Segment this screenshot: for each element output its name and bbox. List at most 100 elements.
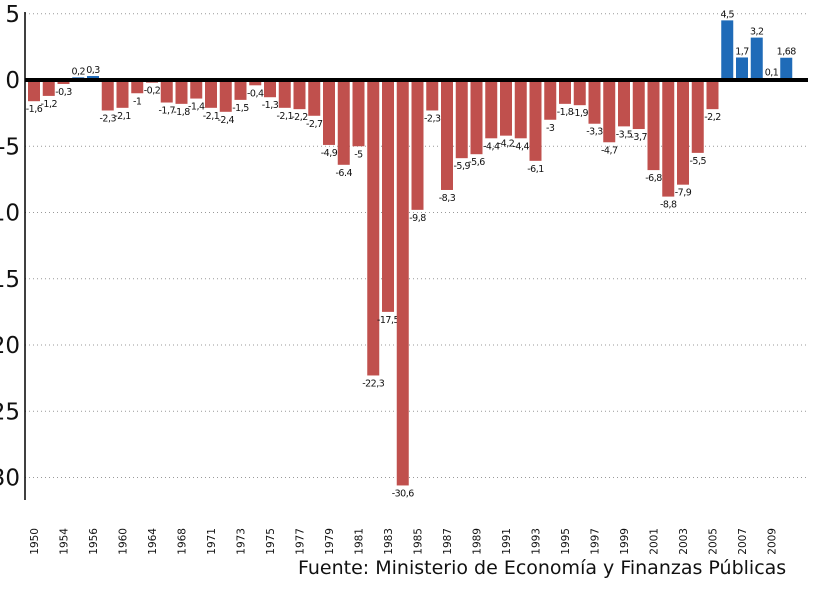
x-tick-label: 1971 (206, 528, 218, 555)
x-tick-label: 1968 (177, 528, 189, 555)
bar (603, 80, 616, 143)
bar (455, 80, 468, 159)
x-tick-label: 1956 (88, 528, 100, 555)
bar (750, 37, 763, 80)
data-label: -30,6 (392, 488, 415, 499)
x-tick-label: 1985 (413, 528, 425, 555)
data-label: -1,6 (26, 104, 43, 115)
x-tick-label: 2003 (678, 528, 690, 555)
bar (101, 80, 114, 111)
y-tick-label: -30 (0, 466, 20, 492)
x-tick-label: 2007 (737, 528, 749, 555)
bar (677, 80, 689, 185)
data-label: -3,5 (616, 129, 633, 140)
data-label: -5,5 (689, 156, 706, 167)
y-tick-label: 0 (5, 68, 20, 94)
x-tick-label: 1964 (147, 528, 159, 555)
bar (352, 80, 365, 147)
bar (411, 80, 424, 210)
bar (559, 80, 571, 104)
x-tick-label: 1993 (531, 528, 543, 555)
data-label: -2,2 (291, 112, 308, 123)
bar (42, 80, 55, 96)
bar (382, 80, 394, 312)
bar (308, 80, 321, 116)
data-label: -2,4 (217, 115, 234, 126)
bar (706, 80, 719, 110)
x-tick-label: 2005 (708, 528, 720, 555)
data-label: -8,8 (660, 200, 677, 211)
data-label: -1,9 (571, 108, 588, 119)
data-label: -3,3 (586, 127, 603, 138)
x-tick-label: 1975 (265, 528, 277, 555)
data-label: -2,1 (203, 111, 220, 122)
data-label: -0,4 (247, 88, 264, 99)
data-label: -1,3 (262, 100, 279, 111)
bar (426, 80, 439, 111)
y-tick-label: 5 (5, 2, 20, 28)
data-label: -0,2 (144, 86, 161, 97)
x-tick-label: 1991 (501, 528, 513, 555)
data-label: 0,1 (765, 68, 779, 79)
x-tick-label: 1973 (236, 528, 248, 555)
bar (529, 80, 542, 161)
bar (249, 80, 262, 86)
y-tick-label: -5 (0, 134, 20, 160)
data-label: -5,6 (468, 157, 485, 168)
data-label: -6,1 (527, 164, 544, 175)
data-label: -8,3 (439, 193, 456, 204)
bar (205, 80, 217, 108)
data-label: 4,5 (720, 9, 734, 20)
x-tick-label: 1981 (354, 528, 366, 555)
bar (323, 80, 335, 145)
data-label: -2,3 (99, 113, 116, 124)
data-label: -1,4 (188, 102, 205, 113)
x-tick-label: 1983 (383, 528, 395, 555)
bar (367, 80, 380, 376)
x-tick-label: 1950 (29, 528, 41, 555)
y-tick-label: -20 (0, 333, 20, 359)
data-label: 1,7 (735, 46, 749, 57)
data-label: -7,9 (675, 188, 692, 199)
bar (544, 80, 557, 120)
data-label: 1,68 (777, 47, 797, 58)
bar (278, 80, 291, 108)
x-tick-label: 1999 (619, 528, 631, 555)
x-tick-label: 2009 (767, 528, 779, 555)
data-label: -6,8 (645, 173, 662, 184)
bar (485, 80, 498, 139)
bar (160, 80, 173, 103)
data-label: -0,3 (55, 87, 72, 98)
bar (190, 80, 203, 99)
x-tick-label: 1979 (324, 528, 336, 555)
bar (662, 80, 675, 197)
x-tick-label: 2001 (649, 528, 661, 555)
data-label: -2,3 (424, 113, 441, 124)
data-label: -1,8 (173, 107, 190, 118)
data-label: -2,7 (306, 119, 323, 130)
data-label: 0,3 (86, 65, 100, 76)
bar (514, 80, 527, 139)
bar (219, 80, 232, 112)
x-tick-label: 1987 (442, 528, 454, 555)
data-label: -1,7 (158, 106, 175, 117)
bar (441, 80, 453, 190)
data-label: 0,2 (71, 66, 85, 77)
x-tick-label: 1989 (472, 528, 484, 555)
data-label: -4,4 (512, 141, 529, 152)
data-label: 3,2 (750, 27, 764, 38)
y-tick-label: -25 (0, 399, 20, 425)
x-tick-label: 1960 (118, 528, 130, 555)
data-label: -9,8 (409, 213, 426, 224)
bar (396, 80, 409, 486)
bar (470, 80, 483, 155)
data-label: -4,2 (498, 139, 515, 150)
y-tick-label: -10 (0, 201, 20, 227)
data-label: -4,4 (483, 141, 500, 152)
bar (28, 80, 40, 102)
x-tick-label: 1997 (590, 528, 602, 555)
bar (632, 80, 645, 130)
bar (337, 80, 350, 165)
y-tick-label: -15 (0, 267, 20, 293)
bar (691, 80, 704, 153)
